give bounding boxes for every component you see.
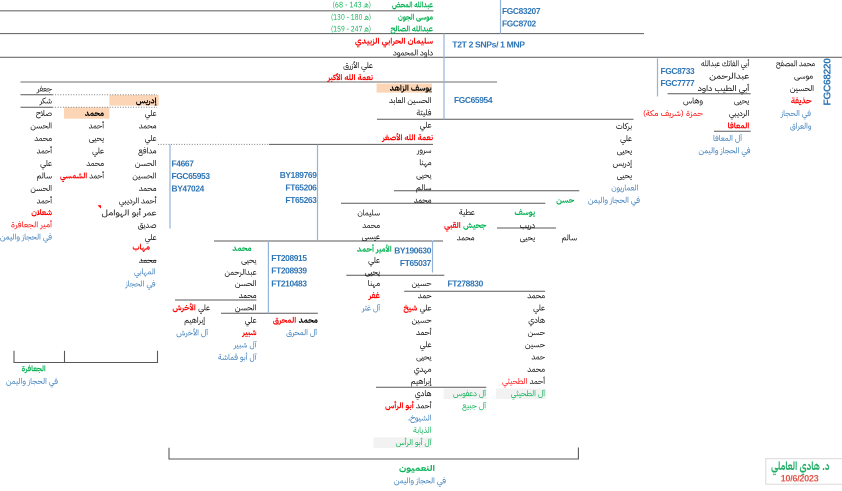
svg-text:FGC65953: FGC65953 [172, 171, 211, 181]
svg-text:FT65263: FT65263 [285, 195, 317, 205]
svg-text:FGC8702: FGC8702 [502, 18, 537, 28]
svg-text:FT210483: FT210483 [271, 279, 307, 289]
svg-text:FGC68220: FGC68220 [823, 58, 834, 106]
svg-text:FGC83207: FGC83207 [502, 6, 541, 16]
svg-text:BY189769: BY189769 [280, 170, 317, 180]
svg-text:FGC65954: FGC65954 [454, 95, 493, 105]
svg-text:FT208915: FT208915 [271, 253, 307, 263]
svg-text:FT65037: FT65037 [400, 258, 432, 268]
svg-text:10/6/2023: 10/6/2023 [781, 474, 819, 484]
svg-text:FT208939: FT208939 [271, 266, 307, 276]
svg-text:FT65206: FT65206 [285, 183, 317, 193]
svg-text:FGC7777: FGC7777 [661, 78, 696, 88]
svg-text:FGC8733: FGC8733 [661, 66, 696, 76]
svg-text:BY47024: BY47024 [172, 183, 205, 193]
svg-text:T2T 2 SNPs/ 1 MNP: T2T 2 SNPs/ 1 MNP [452, 39, 525, 49]
svg-text:BY190630: BY190630 [394, 245, 431, 255]
svg-text:FT278830: FT278830 [448, 278, 484, 288]
svg-text:F4667: F4667 [172, 158, 195, 168]
